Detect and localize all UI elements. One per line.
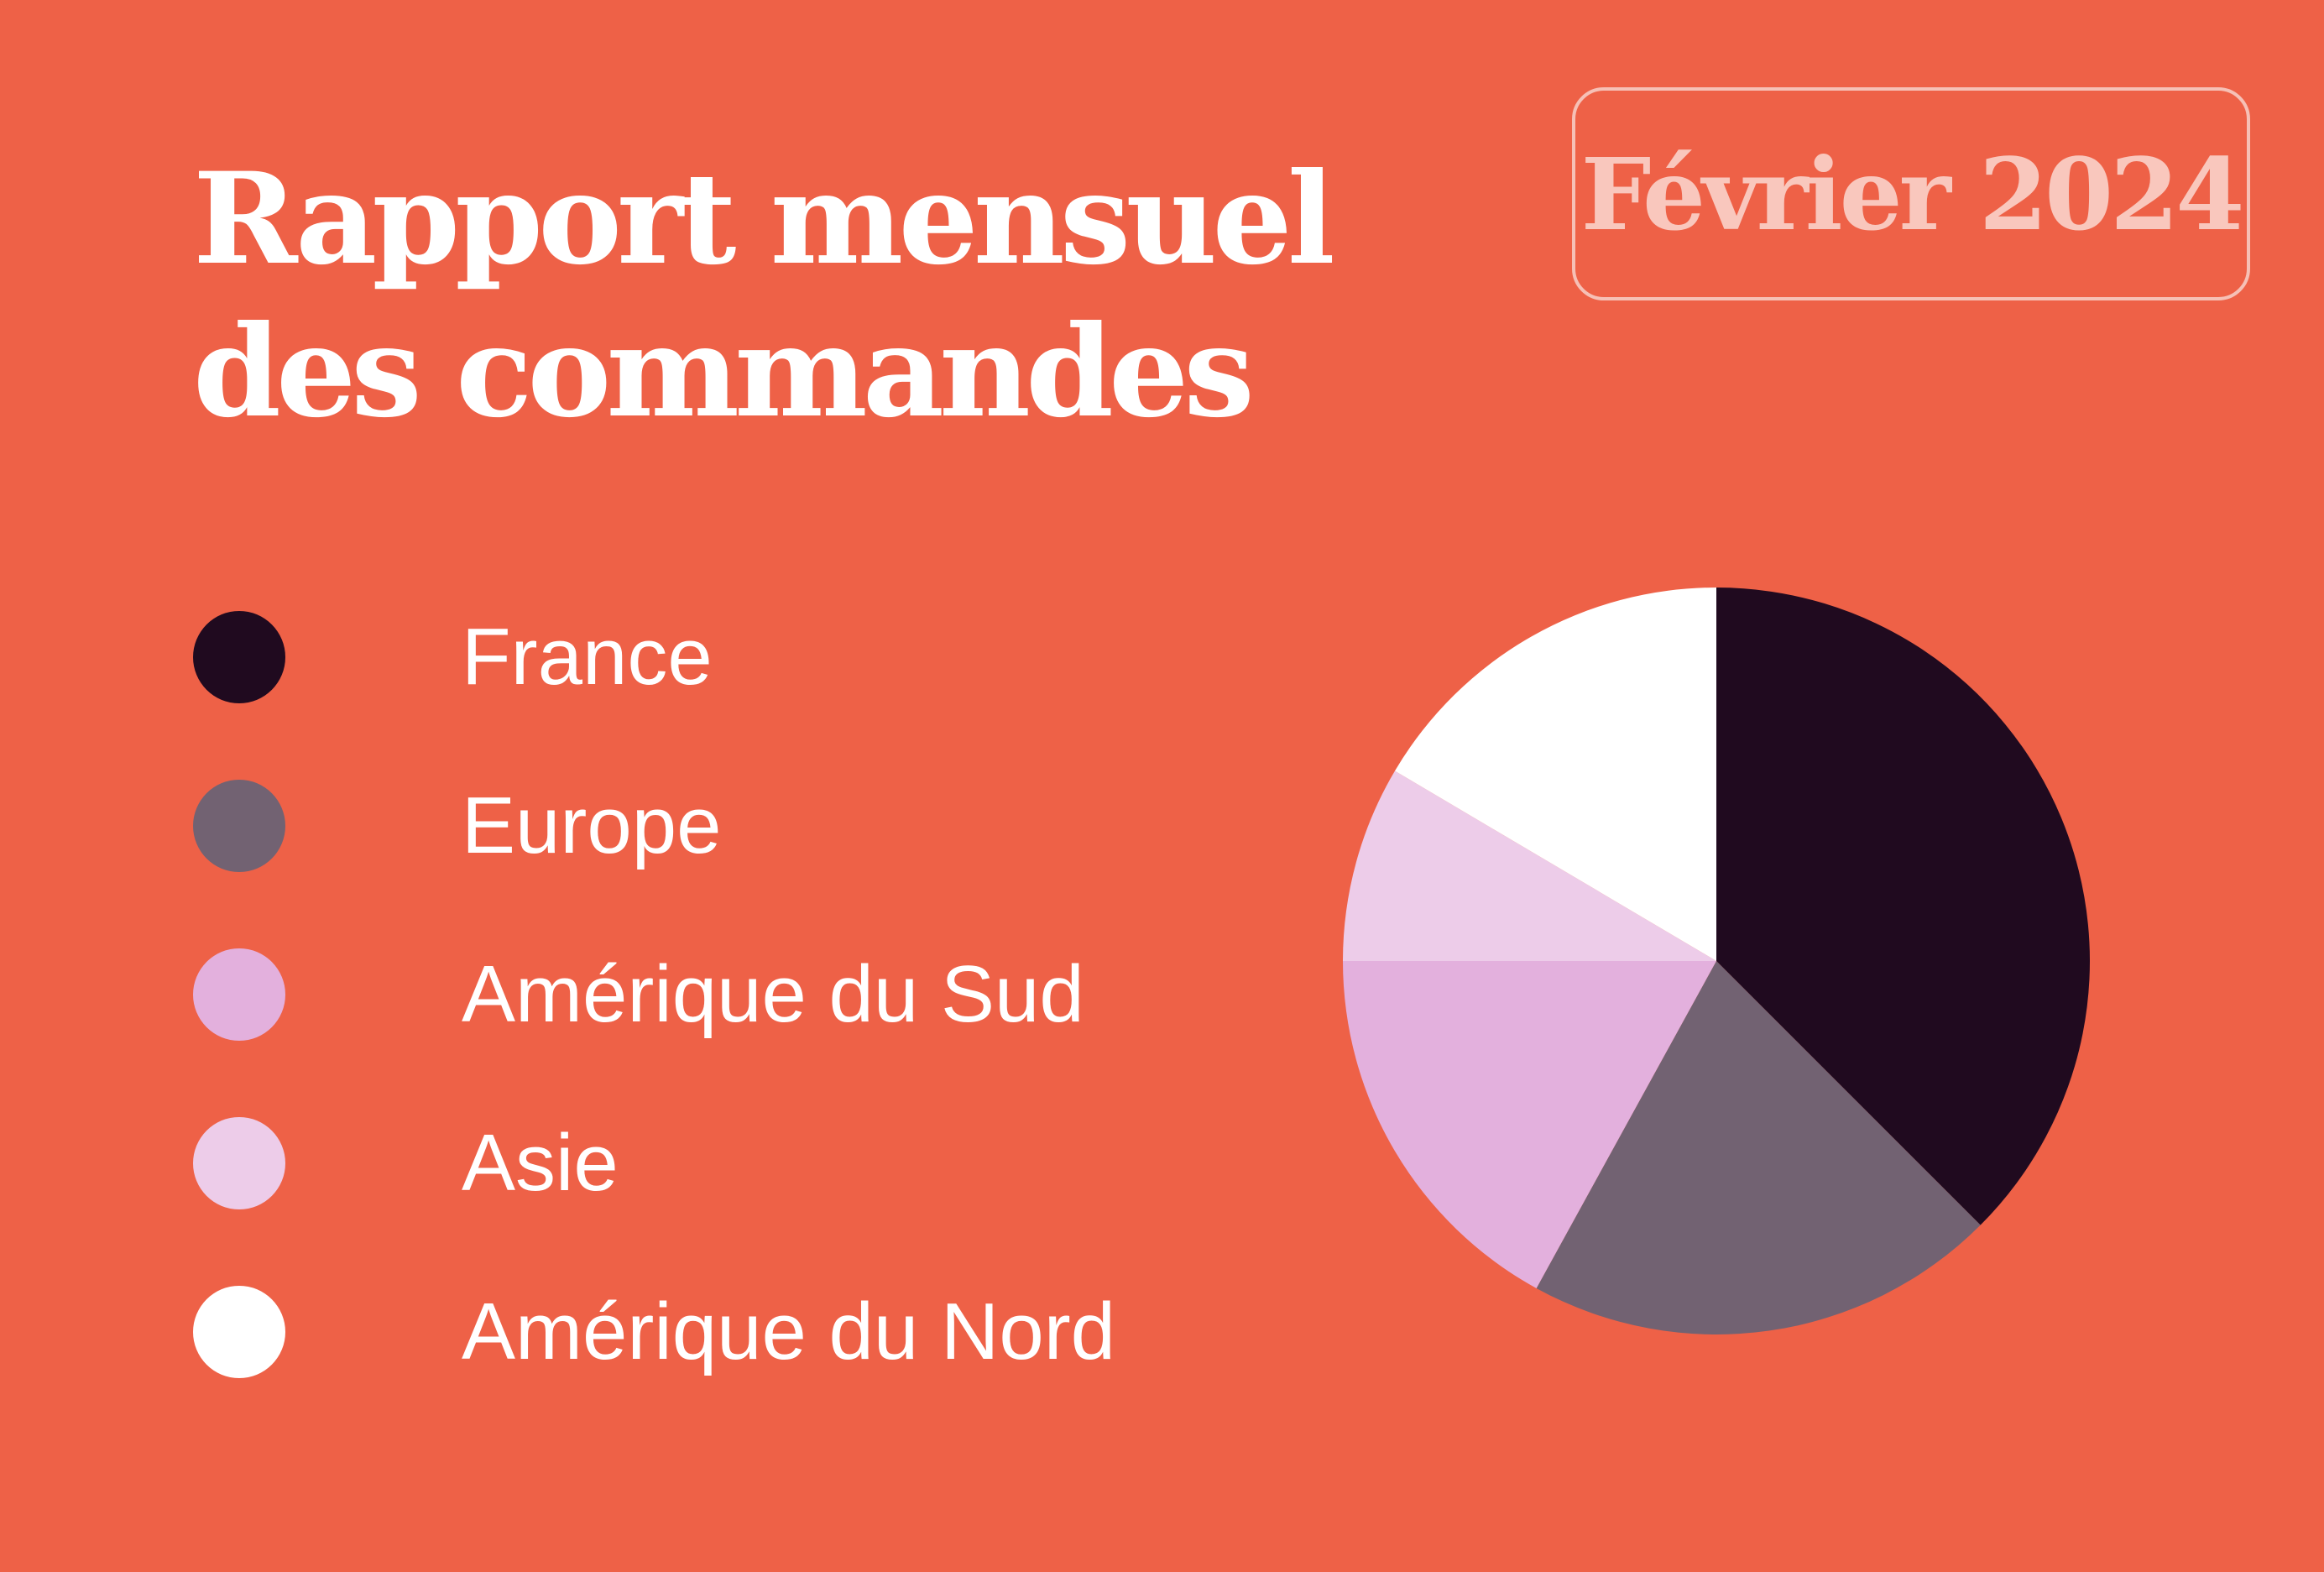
legend-item-france: France bbox=[193, 611, 1115, 780]
title-line-2: des commandes bbox=[193, 298, 1255, 446]
pie-slice-amerique-du-sud bbox=[1343, 961, 1716, 1288]
pie-chart bbox=[1343, 588, 2090, 1335]
legend-swatch-france bbox=[193, 611, 285, 703]
legend-item-asie: Asie bbox=[193, 1117, 1115, 1286]
legend-item-amerique-du-sud: Amérique du Sud bbox=[193, 948, 1115, 1117]
legend-label-europe: Europe bbox=[462, 781, 722, 870]
pie-slice-asie bbox=[1343, 770, 1716, 961]
legend-label-asie: Asie bbox=[462, 1118, 619, 1208]
chart-legend: France Europe Amérique du Sud Asie Améri… bbox=[193, 611, 1115, 1454]
legend-item-amerique-du-nord: Amérique du Nord bbox=[193, 1286, 1115, 1454]
title-line-1: Rapport mensuel bbox=[193, 145, 1335, 293]
legend-item-europe: Europe bbox=[193, 780, 1115, 948]
period-badge: Février 2024 bbox=[1572, 87, 2250, 300]
pie-slice-france bbox=[1716, 588, 2090, 1225]
pie-slice-amerique-du-nord bbox=[1394, 588, 1716, 961]
pie-slice-europe bbox=[1536, 961, 1981, 1335]
legend-swatch-asie bbox=[193, 1117, 285, 1209]
period-label: Février 2024 bbox=[1580, 135, 2245, 253]
legend-swatch-amerique-du-nord bbox=[193, 1286, 285, 1378]
legend-label-amerique-du-nord: Amérique du Nord bbox=[462, 1287, 1116, 1376]
legend-label-amerique-du-sud: Amérique du Sud bbox=[462, 949, 1084, 1039]
legend-swatch-amerique-du-sud bbox=[193, 948, 285, 1041]
legend-swatch-europe bbox=[193, 780, 285, 872]
chart-title: Rapport mensuel des commandes bbox=[193, 143, 1335, 448]
legend-label-france: France bbox=[462, 612, 713, 702]
